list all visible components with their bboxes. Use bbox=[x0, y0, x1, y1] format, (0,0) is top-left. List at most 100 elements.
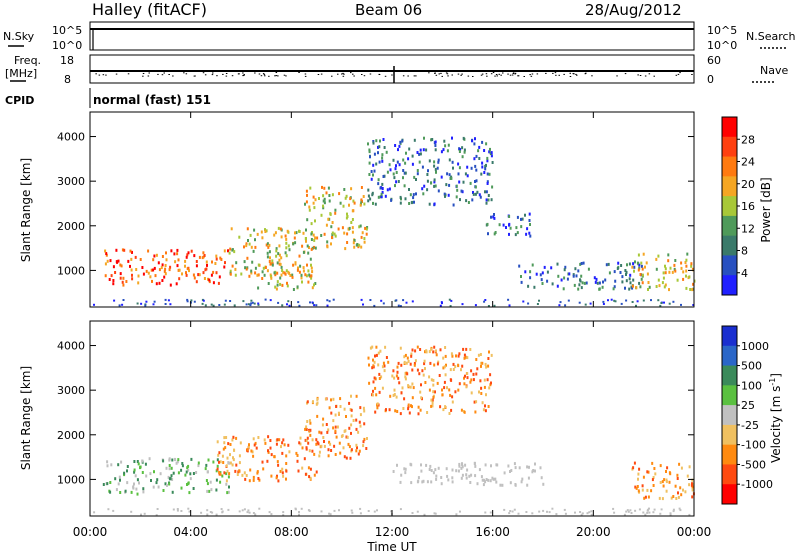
echo-cell bbox=[620, 271, 622, 274]
colorbar-tick-label: 28 bbox=[741, 133, 755, 146]
echo-cell bbox=[412, 196, 414, 199]
ground-scatter-cell bbox=[270, 299, 272, 301]
echo-cell bbox=[692, 489, 694, 492]
echo-cell bbox=[533, 286, 535, 289]
ground-scatter-cell bbox=[627, 509, 629, 511]
echo-cell bbox=[130, 258, 132, 261]
echo-cell bbox=[423, 137, 425, 140]
echo-cell bbox=[330, 412, 332, 415]
echo-cell bbox=[389, 163, 391, 166]
echo-cell bbox=[324, 445, 326, 448]
echo-cell bbox=[405, 354, 407, 357]
echo-cell bbox=[406, 372, 408, 375]
echo-cell bbox=[629, 263, 631, 266]
ground-scatter-cell bbox=[551, 508, 553, 510]
colorbar-segment bbox=[722, 275, 737, 295]
nave-point bbox=[512, 75, 514, 76]
echo-cell bbox=[273, 234, 275, 237]
echo-cell bbox=[168, 483, 170, 486]
echo-cell bbox=[467, 376, 469, 379]
ground-scatter-cell bbox=[338, 509, 340, 511]
ground-scatter-cell bbox=[412, 300, 414, 302]
ground-scatter-cell bbox=[301, 508, 303, 510]
echo-cell bbox=[326, 423, 328, 426]
echo-cell bbox=[419, 161, 421, 164]
echo-cell bbox=[638, 282, 640, 285]
echo-cell bbox=[205, 268, 207, 271]
echo-cell bbox=[433, 346, 435, 349]
echo-cell bbox=[377, 151, 379, 154]
echo-cell bbox=[632, 285, 634, 288]
echo-cell bbox=[372, 390, 374, 393]
echo-cell bbox=[480, 392, 482, 395]
echo-cell bbox=[372, 394, 374, 397]
echo-cell bbox=[313, 202, 315, 205]
echo-cell bbox=[433, 165, 435, 168]
x-tick-label: 00:00 bbox=[73, 525, 108, 539]
echo-cell bbox=[131, 277, 133, 280]
echo-cell bbox=[369, 155, 371, 158]
echo-cell bbox=[279, 283, 281, 286]
echo-cell bbox=[363, 203, 365, 206]
echo-cell bbox=[224, 249, 226, 252]
echo-cell bbox=[464, 151, 466, 154]
echo-cell bbox=[435, 478, 437, 481]
echo-cell bbox=[362, 444, 364, 447]
echo-cell bbox=[105, 262, 107, 265]
echo-cell bbox=[240, 273, 242, 276]
echo-cell bbox=[249, 469, 251, 472]
echo-cell bbox=[420, 149, 422, 152]
echo-cell bbox=[338, 228, 340, 231]
echo-cell bbox=[298, 441, 300, 444]
echo-cell bbox=[129, 265, 131, 268]
echo-cell bbox=[646, 470, 648, 473]
echo-cell bbox=[672, 495, 674, 498]
velocity-colorbar-label: Velocity [m s-1] bbox=[768, 373, 783, 463]
echo-cell bbox=[188, 251, 190, 254]
echo-cell bbox=[264, 442, 266, 445]
ground-scatter-cell bbox=[637, 300, 639, 302]
echo-cell bbox=[402, 169, 404, 172]
echo-cell bbox=[378, 373, 380, 376]
echo-cell bbox=[285, 470, 287, 473]
echo-cell bbox=[541, 278, 543, 281]
echo-cell bbox=[488, 405, 490, 408]
echo-cell bbox=[206, 261, 208, 264]
echo-cell bbox=[215, 489, 217, 492]
echo-cell bbox=[477, 482, 479, 485]
nave-point bbox=[460, 75, 462, 76]
echo-cell bbox=[274, 271, 276, 274]
echo-cell bbox=[218, 451, 220, 454]
nave-point bbox=[637, 74, 639, 75]
echo-cell bbox=[222, 461, 224, 464]
echo-cell bbox=[685, 259, 687, 262]
nave-point bbox=[497, 75, 499, 76]
nave-point bbox=[529, 74, 531, 75]
echo-cell bbox=[400, 364, 402, 367]
echo-cell bbox=[489, 373, 491, 376]
echo-cell bbox=[299, 265, 301, 268]
echo-cell bbox=[238, 236, 240, 239]
echo-cell bbox=[477, 149, 479, 152]
echo-cell bbox=[629, 277, 631, 280]
echo-cell bbox=[448, 144, 450, 147]
echo-cell bbox=[292, 264, 294, 267]
echo-cell bbox=[464, 354, 466, 357]
echo-cell bbox=[389, 408, 391, 411]
echo-cell bbox=[521, 480, 523, 483]
echo-cell bbox=[135, 474, 137, 477]
echo-cell bbox=[176, 252, 178, 255]
echo-cell bbox=[355, 444, 357, 447]
echo-cell bbox=[134, 469, 136, 472]
echo-cell bbox=[417, 169, 419, 172]
echo-cell bbox=[459, 382, 461, 385]
echo-cell bbox=[344, 429, 346, 432]
echo-cell bbox=[123, 249, 125, 252]
echo-cell bbox=[490, 464, 492, 467]
echo-cell bbox=[350, 457, 352, 460]
echo-cell bbox=[344, 247, 346, 250]
echo-cell bbox=[280, 228, 282, 231]
nave-point bbox=[305, 76, 307, 77]
ground-scatter-cell bbox=[242, 509, 244, 511]
nave-point bbox=[361, 74, 363, 75]
